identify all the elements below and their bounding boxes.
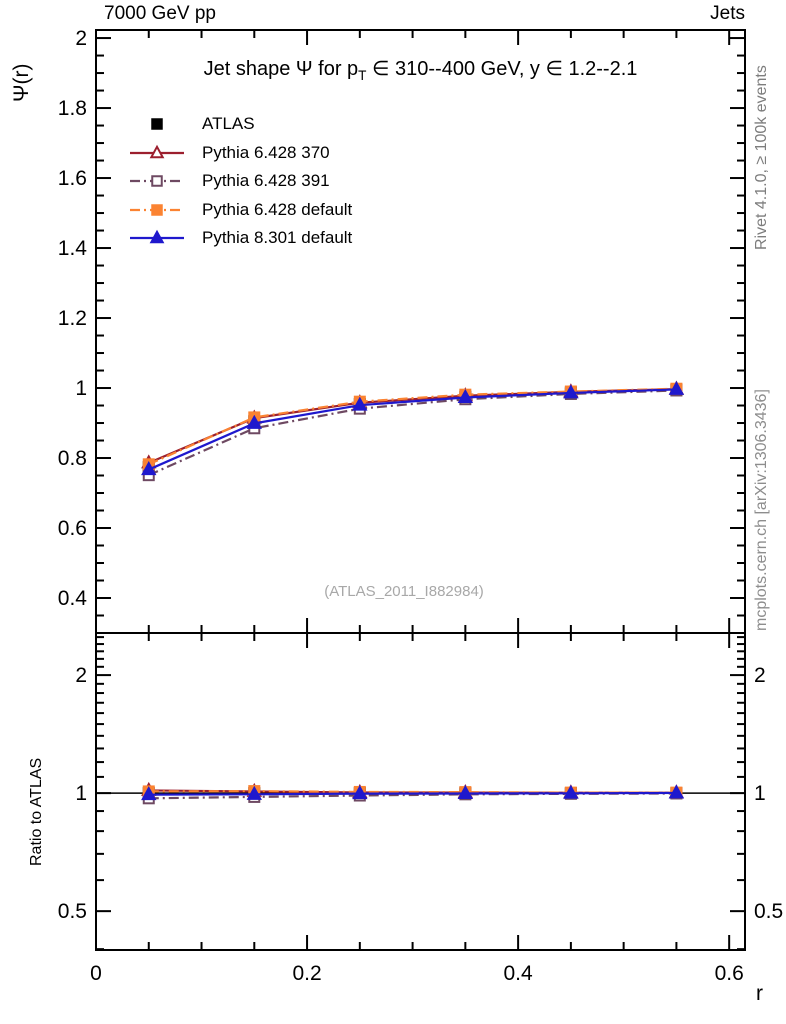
legend-marker-square-filled	[130, 204, 184, 216]
plot-title: Jet shape Ψ for pT ∈ 310--400 GeV, y ∈ 1…	[96, 56, 745, 83]
main-y-tick-label: 1.6	[58, 167, 87, 190]
series-marker	[151, 175, 163, 187]
series-line	[148, 789, 677, 794]
legend: ATLAS Pythia 6.428 370 Pythia 6.428 391 Pyt…	[128, 110, 352, 253]
series-marker	[151, 118, 163, 130]
series-line	[148, 387, 677, 466]
series-marker	[151, 204, 163, 216]
series-marker	[246, 785, 262, 800]
plot-title-text: Jet shape Ψ for p	[203, 58, 359, 80]
series-marker	[141, 786, 157, 801]
series-marker	[352, 396, 368, 411]
main-y-tick-label: 1	[75, 377, 87, 400]
ratio-y-tick-label-right: 0.5	[754, 900, 783, 923]
x-tick-label: 0.4	[504, 962, 534, 985]
series-marker	[246, 414, 262, 429]
series-marker	[563, 784, 579, 799]
series-marker	[563, 384, 579, 399]
beam-energy-label: 7000 GeV pp	[104, 3, 216, 24]
main-y-tick-label: 1.2	[58, 307, 87, 330]
legend-item: Pythia 6.428 370	[128, 139, 352, 168]
series-line	[148, 791, 677, 796]
y-axis-label-ratio: Ratio to ATLAS	[28, 757, 45, 866]
main-y-tick-label: 0.6	[58, 517, 87, 540]
process-label: Jets	[710, 3, 745, 24]
series-pythia-8-301-default	[141, 380, 685, 801]
x-tick-label: 0.2	[292, 962, 321, 985]
series-marker	[668, 784, 685, 799]
rivet-version-text: Rivet 4.1.0, ≥ 100k events	[753, 65, 770, 250]
ratio-panel-frame	[95, 632, 746, 951]
legend-marker-square-filled	[151, 118, 163, 130]
legend-marker-triangle-open	[130, 144, 184, 159]
legend-label: Pythia 8.301 default	[202, 228, 353, 248]
series-marker	[141, 460, 157, 476]
legend-label: Pythia 6.428 default	[202, 199, 353, 219]
series-line	[148, 388, 677, 471]
series-marker	[457, 388, 474, 403]
plot-title-suffix: ∈ 310--400 GeV, y ∈ 1.2--2.1	[366, 58, 638, 80]
ratio-y-tick-label-left: 0.5	[58, 900, 87, 923]
series-marker	[352, 785, 368, 800]
y-axis-label-main: Ψ(r)	[10, 63, 33, 102]
legend-item: ATLAS	[128, 110, 352, 139]
series-marker	[457, 784, 474, 799]
legend-item: Pythia 6.428 391	[128, 167, 352, 196]
analysis-id-watermark: (ATLAS_2011_I882984)	[324, 583, 484, 600]
legend-marker-triangle-filled	[130, 229, 184, 244]
legend-label: Pythia 6.428 370	[202, 142, 330, 162]
ratio-y-tick-label-left: 2	[75, 664, 87, 687]
legend-label: Pythia 6.428 391	[202, 171, 330, 191]
ratio-y-tick-label-left: 1	[75, 782, 87, 805]
main-y-tick-label: 2	[75, 27, 87, 50]
main-y-tick-label: 1.8	[58, 97, 87, 120]
main-y-tick-label: 1.4	[58, 237, 88, 260]
x-tick-label: 0	[90, 962, 102, 985]
legend-label: ATLAS	[202, 114, 255, 134]
series-line	[148, 389, 677, 477]
series-line	[148, 792, 677, 800]
ratio-y-tick-label-right: 1	[754, 782, 766, 805]
mcplots-reference-text: mcplots.cern.ch [arXiv:1306.3436]	[753, 389, 770, 631]
ratio-y-tick-label-right: 2	[754, 664, 766, 687]
x-axis-label: r	[756, 982, 763, 1005]
series-marker	[149, 144, 165, 159]
main-y-tick-label: 0.4	[58, 587, 88, 610]
series-marker	[668, 380, 685, 395]
main-y-tick-label: 0.8	[58, 447, 87, 470]
plot-title-subscript: T	[358, 68, 367, 83]
legend-item: Pythia 6.428 default	[128, 196, 352, 225]
series-line	[148, 387, 677, 464]
legend-item: Pythia 8.301 default	[128, 224, 352, 253]
x-tick-label: 0.6	[715, 962, 744, 985]
series-marker	[149, 229, 165, 244]
legend-marker-square-open	[130, 175, 184, 187]
